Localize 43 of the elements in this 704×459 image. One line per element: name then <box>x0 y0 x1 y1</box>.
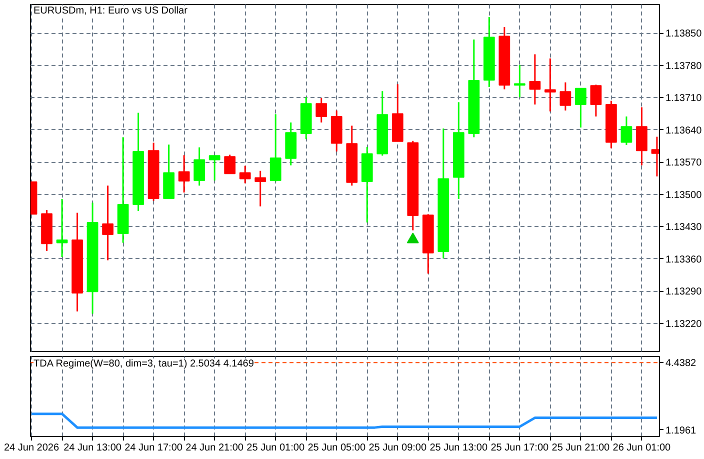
y-tick-label: 4.4382 <box>666 358 697 370</box>
y-tick-label: 1.13710 <box>666 93 702 104</box>
line-series <box>30 412 658 429</box>
x-tick-label: 24 Jun 21:00 <box>186 442 244 454</box>
candlestick <box>239 165 251 184</box>
y-tick-label: 1.1961 <box>666 425 697 436</box>
candlestick <box>224 154 236 174</box>
x-tick-label: 24 Jun 17:00 <box>124 442 183 454</box>
y-tick-label: 1.13220 <box>666 318 702 330</box>
candlestick <box>560 82 572 112</box>
x-tick-label: 24 Jun 13:00 <box>64 442 122 454</box>
x-tick-label: 25 Jun 09:00 <box>368 442 427 454</box>
candlestick <box>590 84 602 118</box>
candlestick <box>575 88 586 128</box>
y-tick-label: 1.13430 <box>666 222 702 234</box>
candlestick <box>620 116 632 146</box>
y-tick-label: 1.13570 <box>666 158 702 169</box>
candlestick <box>270 113 282 182</box>
candlestick <box>194 146 206 186</box>
x-tick-label: 25 Jun 13:00 <box>430 442 488 454</box>
x-tick-label: 25 Jun 05:00 <box>308 442 366 454</box>
y-tick-label: 1.13360 <box>666 254 702 266</box>
candlestick <box>544 58 556 112</box>
x-tick-label: 26 Jun 01:00 <box>612 442 672 454</box>
x-tick-label: 25 Jun 17:00 <box>490 442 550 454</box>
y-tick-label: 1.13850 <box>666 28 702 40</box>
y-tick-label: 1.13500 <box>666 190 702 201</box>
candlestick <box>102 184 114 262</box>
chart-title: TDA Regime(W=80, dim=3, tau=1) 2.5034 4.1469 <box>34 358 254 370</box>
candlestick <box>178 154 190 194</box>
candlestick <box>56 198 68 258</box>
x-tick-label: 25 Jun 21:00 <box>552 442 610 454</box>
candlestick <box>529 54 541 106</box>
candlestick <box>636 106 648 166</box>
y-tick-label: 1.13780 <box>666 60 702 72</box>
y-tick-label: 1.13290 <box>666 286 702 298</box>
candlestick <box>316 97 328 124</box>
candlestick <box>208 154 220 182</box>
y-tick-label: 1.13640 <box>666 125 702 136</box>
x-tick-label: 24 Jun 2026 <box>4 442 60 454</box>
candlestick <box>254 170 266 208</box>
x-tick-label: 25 Jun 01:00 <box>246 442 305 454</box>
chart-title: EURUSDm, H1: Euro vs US Dollar <box>34 6 188 16</box>
